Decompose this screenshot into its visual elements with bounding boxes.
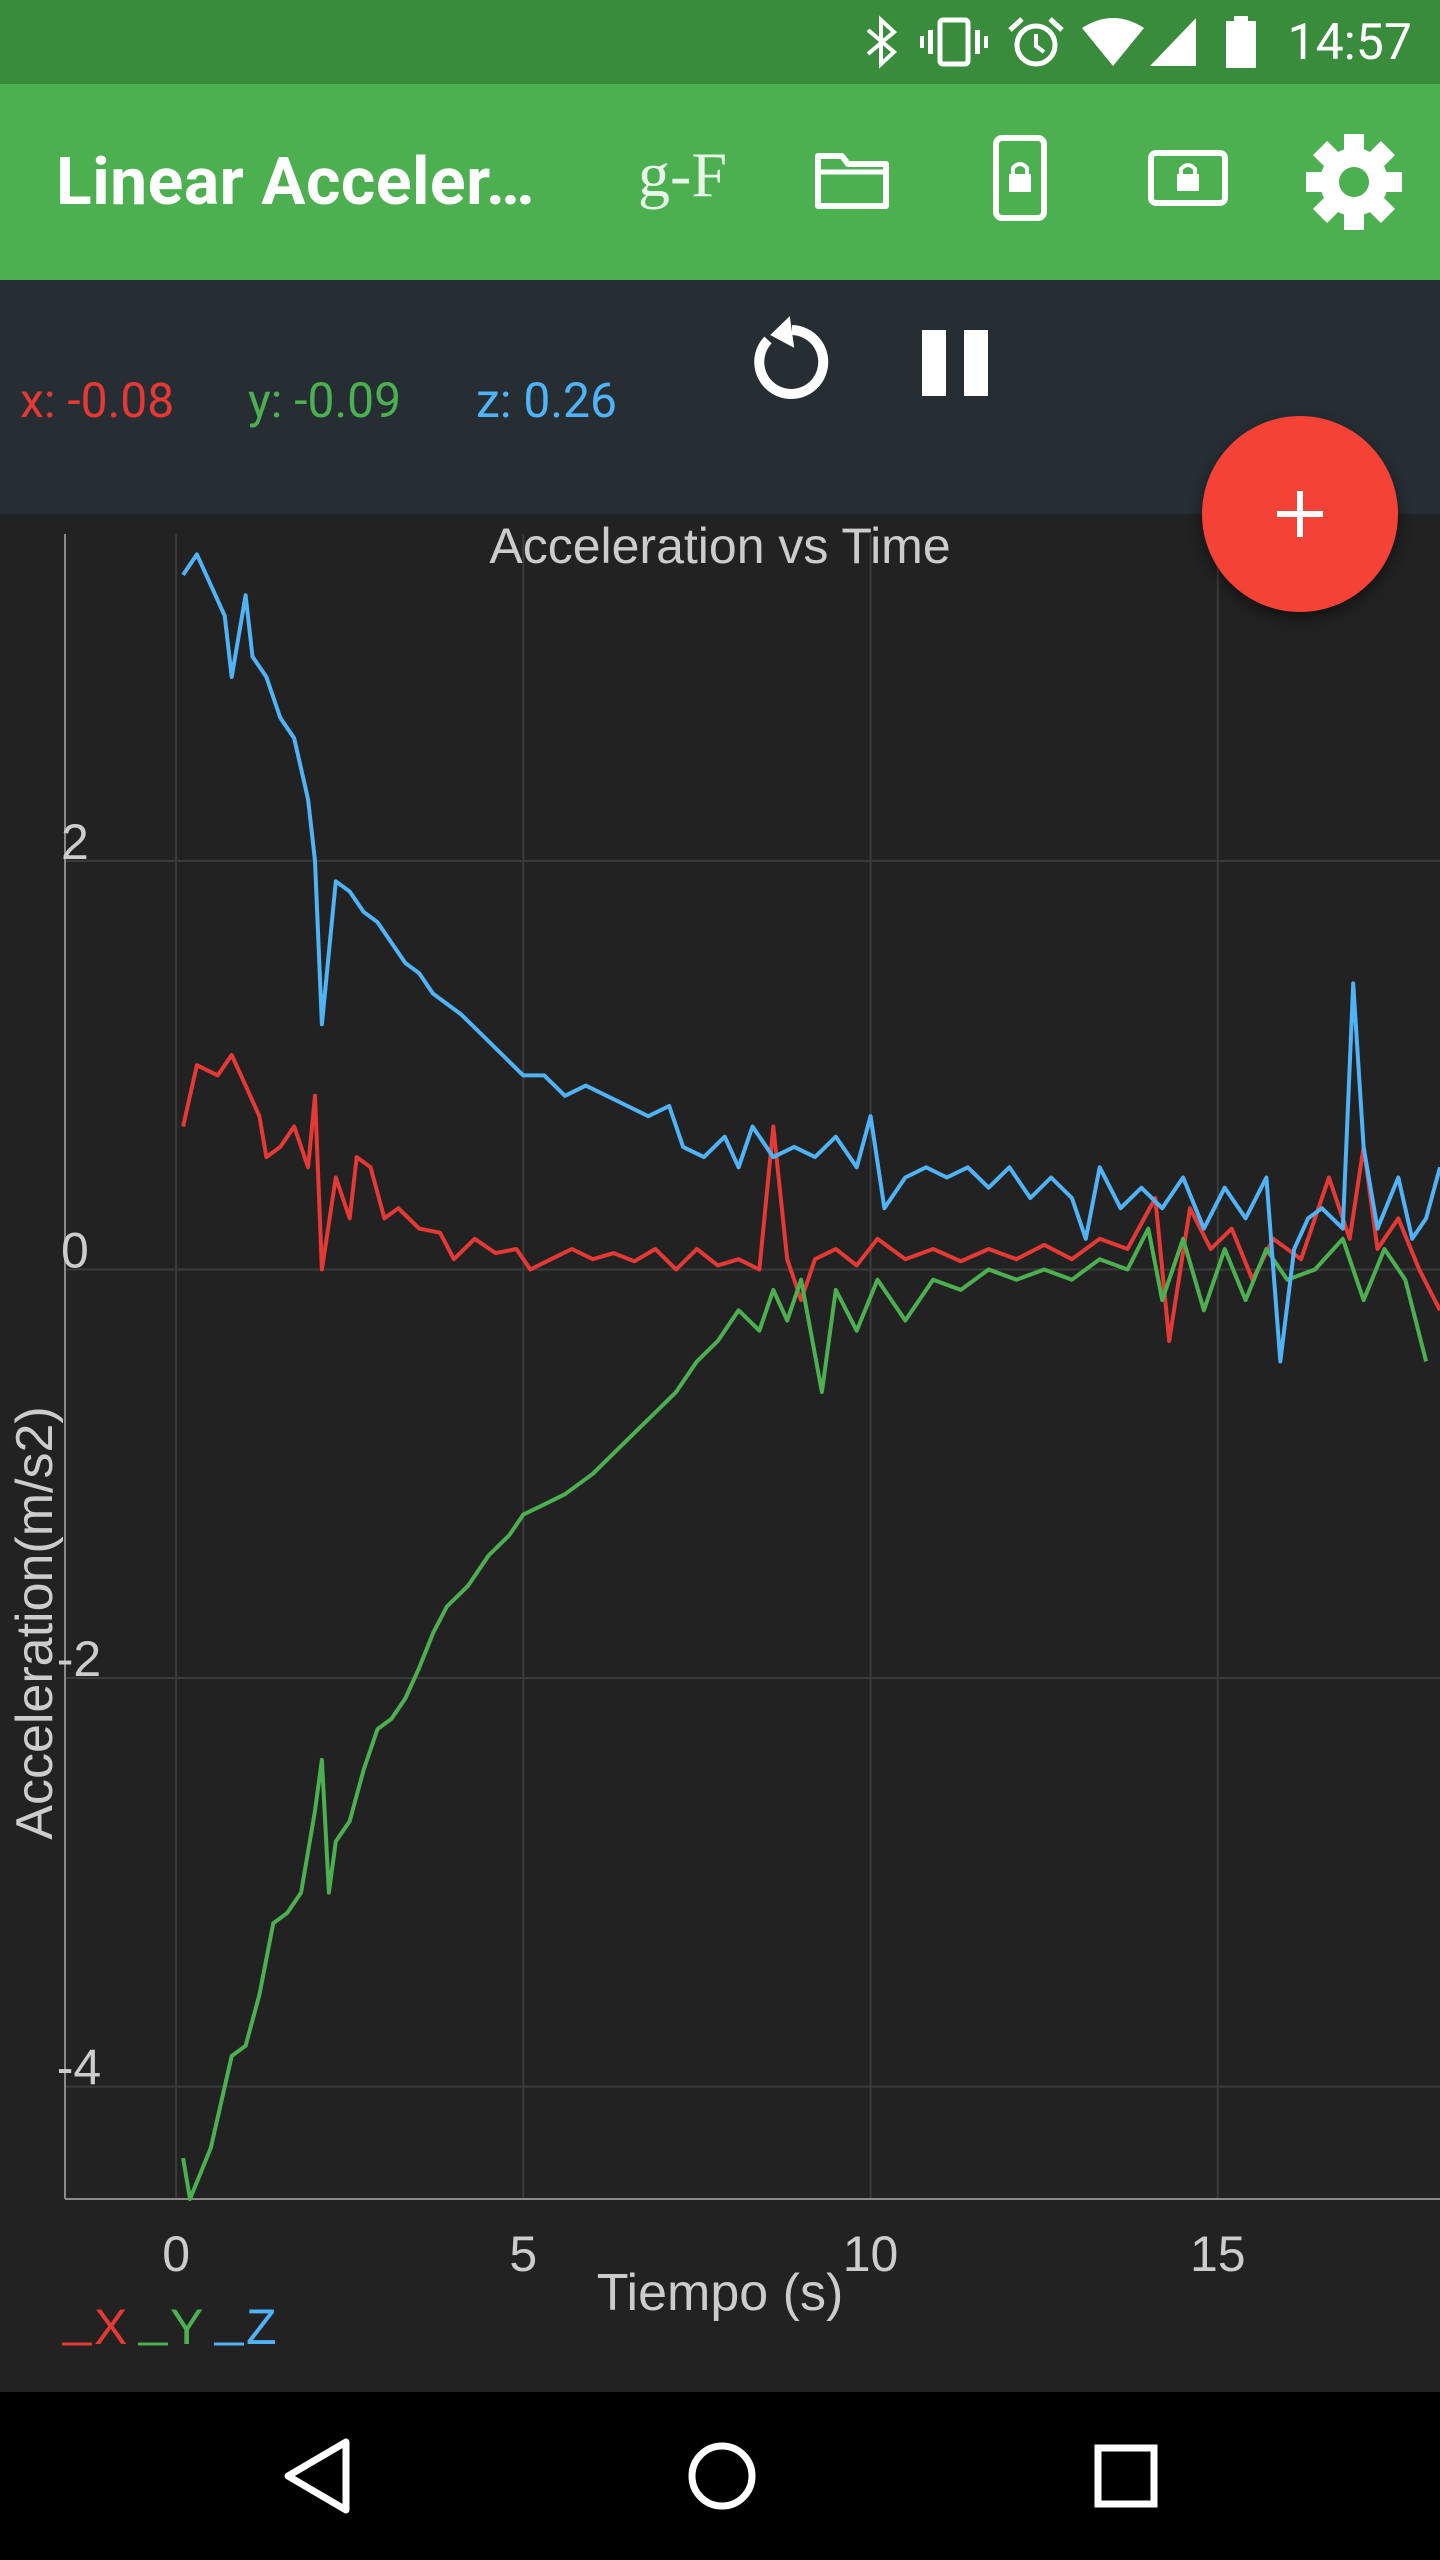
series-line-z (181, 552, 1440, 1364)
phone-lock-icon[interactable] (992, 134, 1048, 222)
y-tick-label: -2 (57, 1631, 101, 1687)
battery-icon (1226, 16, 1256, 68)
chart-ticks: 0 5 10 15 -4 -2 0 2 (57, 814, 1246, 2282)
add-button[interactable] (1202, 416, 1398, 612)
pause-icon[interactable] (920, 328, 992, 398)
vibrate-icon (920, 17, 988, 67)
x-tick-label: 5 (509, 2226, 537, 2282)
legend-label-z: Z (246, 2299, 277, 2355)
settings-icon[interactable] (1304, 132, 1404, 232)
app-title: Linear Acceler… (56, 144, 536, 221)
y-tick-label: 0 (61, 1222, 89, 1278)
status-bar: 14:57 (0, 0, 1440, 84)
acceleration-chart: 0 5 10 15 -4 -2 0 2 Acceleration vs Time Tiempo… (6, 518, 1440, 2355)
z-value: z: 0.26 (476, 372, 617, 429)
chart-title: Acceleration vs Time (489, 518, 950, 574)
folder-icon[interactable] (814, 148, 890, 212)
y-axis-label: Acceleration(m/s2) (6, 1406, 64, 1839)
screen-lock-icon[interactable] (1148, 150, 1228, 206)
app-bar: Linear Acceler… g-F (0, 84, 1440, 280)
series-line-y (181, 1226, 1429, 2201)
bluetooth-icon (866, 15, 898, 69)
chart-axes (64, 534, 1440, 2200)
add-icon (1277, 491, 1323, 537)
x-tick-label: 15 (1190, 2226, 1246, 2282)
navigation-bar (0, 2392, 1440, 2560)
legend-label-x: X (94, 2299, 127, 2355)
legend-label-y: Y (170, 2299, 203, 2355)
status-time: 14:57 (1287, 14, 1412, 72)
y-tick-label: 2 (61, 814, 89, 870)
x-axis-label: Tiempo (s) (597, 2264, 844, 2322)
g-f-button[interactable]: g-F (638, 139, 727, 210)
x-tick-label: 10 (843, 2226, 899, 2282)
chart-series (181, 552, 1440, 2201)
y-tick-label: -4 (57, 2040, 101, 2096)
readout-panel: x: -0.08 y: -0.09 z: 0.26 (0, 280, 1440, 514)
wifi-icon (1082, 18, 1144, 66)
x-tick-label: 0 (162, 2226, 190, 2282)
series-line-x (181, 1053, 1440, 1343)
home-icon[interactable] (686, 2440, 758, 2512)
signal-icon (1150, 18, 1196, 66)
alarm-icon (1008, 17, 1064, 67)
reset-icon[interactable] (740, 310, 840, 410)
back-icon[interactable] (282, 2436, 352, 2516)
x-value: x: -0.08 (20, 372, 175, 429)
y-value: y: -0.09 (248, 372, 402, 429)
chart-grid (65, 534, 1440, 2199)
recents-icon[interactable] (1094, 2444, 1158, 2508)
